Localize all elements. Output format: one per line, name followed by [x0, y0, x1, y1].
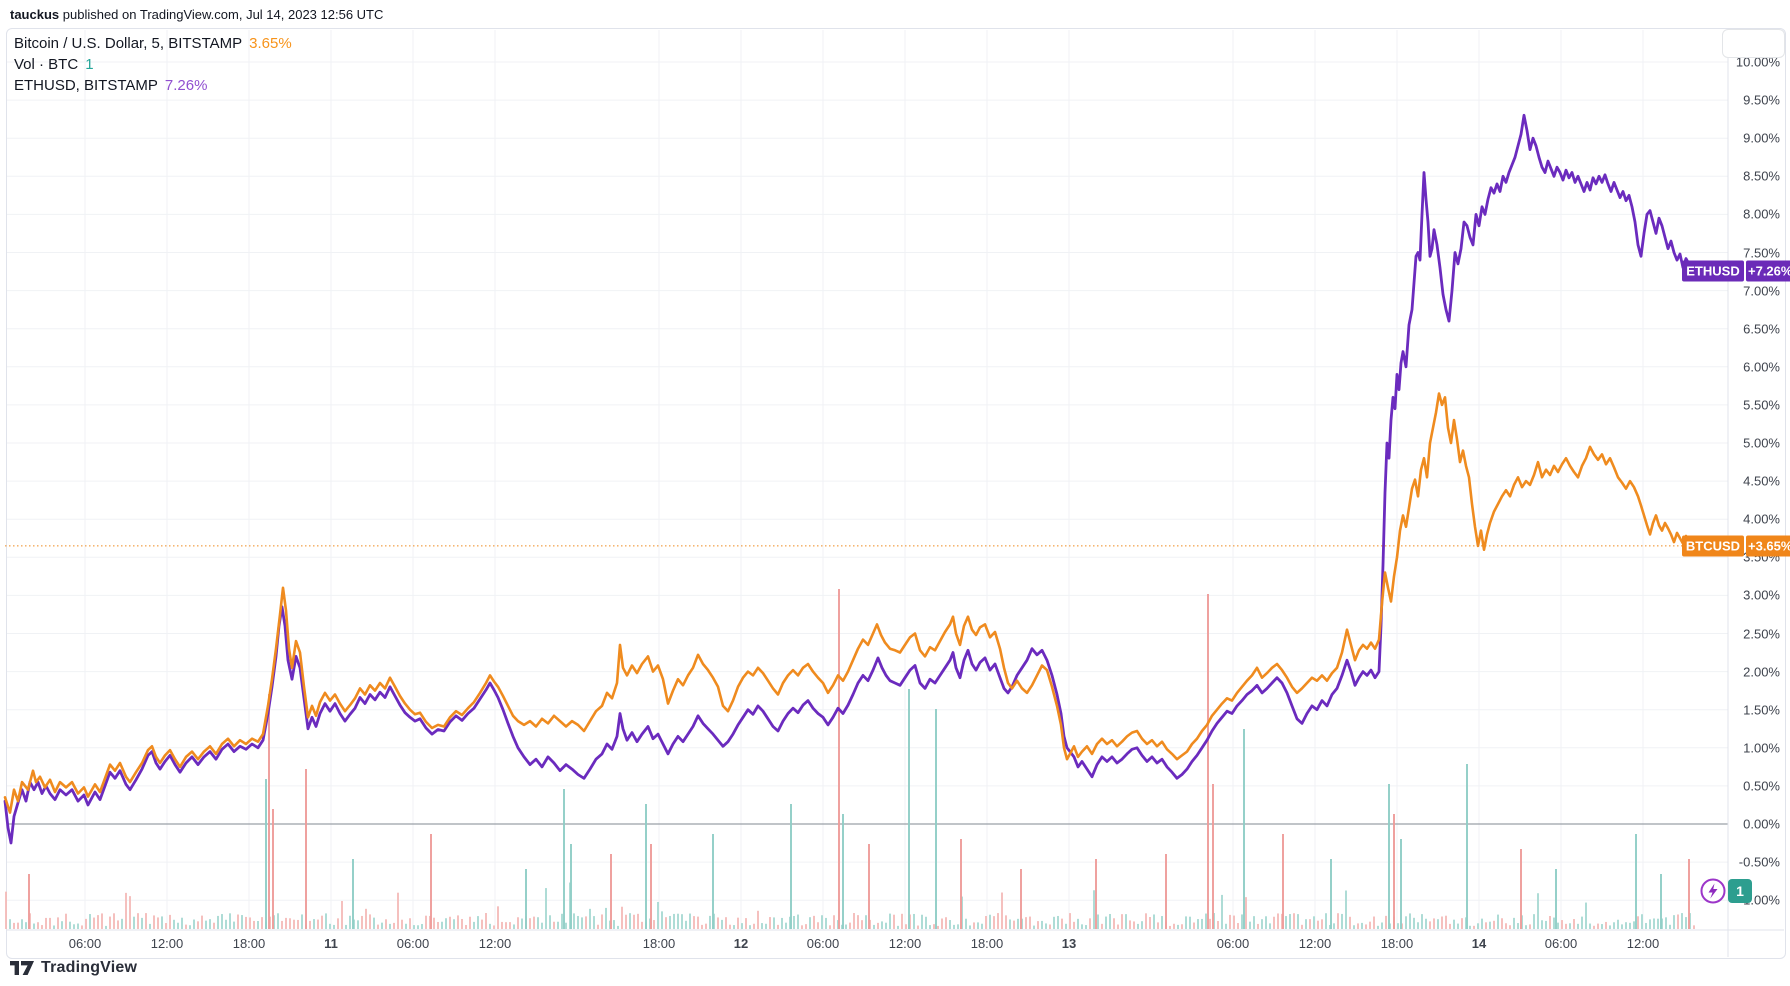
btcusd-ticker-badge: BTCUSD — [1682, 535, 1744, 557]
x-axis-label: 18:00 — [970, 936, 1004, 951]
legend-value-volume: 1 — [85, 56, 94, 73]
x-axis-label: 06:00 — [806, 936, 840, 951]
lightning-icon — [1700, 878, 1726, 904]
tradingview-logo-text: TradingView — [41, 959, 138, 976]
y-axis-label: 0.00% — [1743, 816, 1780, 832]
legend-title-ethusd: ETHUSD, BITSTAMP — [14, 77, 158, 94]
y-axis-label: 9.00% — [1743, 130, 1780, 146]
x-axis-label: 06:00 — [1544, 936, 1578, 951]
tradingview-logo[interactable]: TradingView — [10, 959, 137, 977]
x-axis-label: 13 — [1061, 936, 1077, 951]
x-axis-label: 12 — [733, 936, 749, 951]
attribution-text: published on TradingView.com, Jul 14, 20… — [59, 7, 384, 22]
x-axis-label: 12:00 — [1626, 936, 1660, 951]
chart-frame — [6, 28, 1786, 959]
y-axis-label: 10.00% — [1735, 54, 1780, 70]
ethusd-price-badge: +7.26% — [1746, 260, 1790, 282]
legend-row-volume[interactable]: Vol · BTC 1 — [14, 54, 292, 75]
y-axis-label: 3.00% — [1743, 587, 1780, 603]
y-axis-label: 2.50% — [1743, 626, 1780, 641]
x-axis-label: 12:00 — [888, 936, 922, 951]
y-axis-label: -0.50% — [1738, 854, 1780, 870]
volume-bars — [5, 589, 1695, 929]
x-axis-label: 11 — [324, 936, 338, 951]
btcusd-price-badge: +3.65% — [1746, 535, 1790, 557]
y-axis-label: 1.50% — [1743, 702, 1780, 718]
x-axis-label: 18:00 — [1380, 936, 1414, 951]
corner-widget[interactable] — [1722, 29, 1785, 58]
price-scale[interactable]: 10.00% 9.50% 9.00% 8.50% 8.00% 7.50% 7.00% 6.50… — [1729, 28, 1784, 957]
x-axis-label: 18:00 — [232, 936, 266, 951]
time-scale[interactable]: 06:00 12:00 18:00 11 06:00 12:00 18:00 12 06:00 1… — [6, 931, 1728, 957]
x-axis-label: 12:00 — [478, 936, 512, 951]
y-axis-label: 8.00% — [1743, 206, 1780, 222]
x-axis-label: 14 — [1471, 936, 1487, 951]
y-axis-label: 0.50% — [1743, 778, 1780, 794]
legend-value-btcusd: 3.65% — [249, 35, 292, 52]
x-axis-label: 06:00 — [68, 936, 102, 951]
x-axis-label: 18:00 — [642, 936, 676, 951]
y-axis-label: 7.50% — [1743, 245, 1780, 260]
grid-lines — [7, 30, 1728, 930]
legend-row-btcusd[interactable]: Bitcoin / U.S. Dollar, 5, BITSTAMP 3.65% — [14, 33, 292, 54]
legend-row-ethusd[interactable]: ETHUSD, BITSTAMP 7.26% — [14, 75, 292, 96]
y-axis-label: 5.50% — [1743, 397, 1780, 413]
y-axis-label: 4.50% — [1743, 473, 1780, 489]
legend-title-volume: Vol · BTC — [14, 56, 79, 73]
y-axis-label: 6.50% — [1743, 321, 1780, 337]
realtime-button[interactable]: 1 — [1700, 877, 1756, 905]
btcusd-line — [3, 392, 1694, 814]
ethusd-line — [3, 113, 1694, 845]
x-axis-label: 12:00 — [1298, 936, 1332, 951]
y-axis-label: 9.50% — [1743, 92, 1780, 108]
x-axis-label: 12:00 — [150, 936, 184, 951]
y-axis-label: 6.00% — [1743, 359, 1780, 375]
attribution-header: tauckus published on TradingView.com, Ju… — [10, 7, 383, 22]
ethusd-ticker-badge: ETHUSD — [1682, 260, 1744, 282]
y-axis-label: 5.00% — [1743, 435, 1780, 451]
x-axis-label: 06:00 — [396, 936, 430, 951]
y-axis-label: 1.00% — [1743, 740, 1780, 756]
y-axis-label: 2.00% — [1743, 664, 1780, 680]
legend-value-ethusd: 7.26% — [164, 77, 208, 94]
tradingview-logo-icon — [10, 960, 34, 975]
legend-title-btcusd: Bitcoin / U.S. Dollar, 5, BITSTAMP — [14, 35, 243, 52]
y-axis-label: 8.50% — [1743, 168, 1780, 184]
y-axis-label: 4.00% — [1743, 511, 1780, 527]
username: tauckus — [10, 7, 60, 22]
y-axis-label: 7.00% — [1743, 283, 1780, 299]
count-badge: 1 — [1728, 879, 1752, 903]
chart-legend: Bitcoin / U.S. Dollar, 5, BITSTAMP 3.65% … — [14, 33, 292, 96]
x-axis-label: 06:00 — [1216, 936, 1250, 951]
